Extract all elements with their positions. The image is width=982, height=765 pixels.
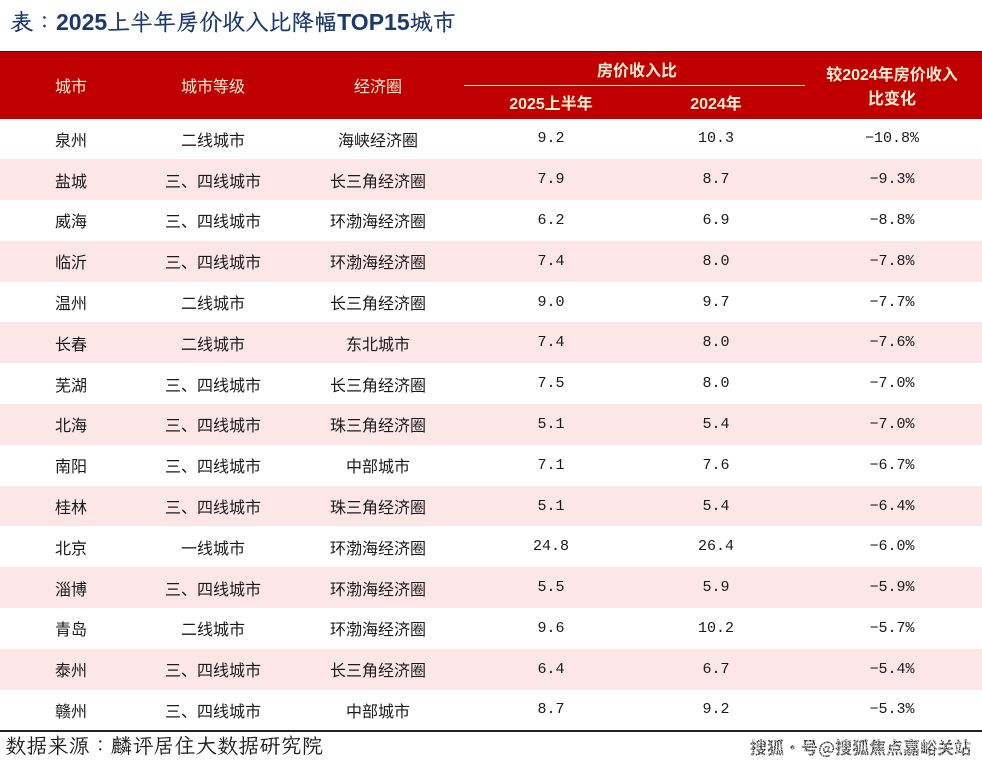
svg-text:搜狐·号@搜狐焦点嘉峪关站: 搜狐·号@搜狐焦点嘉峪关站 [750,735,971,759]
